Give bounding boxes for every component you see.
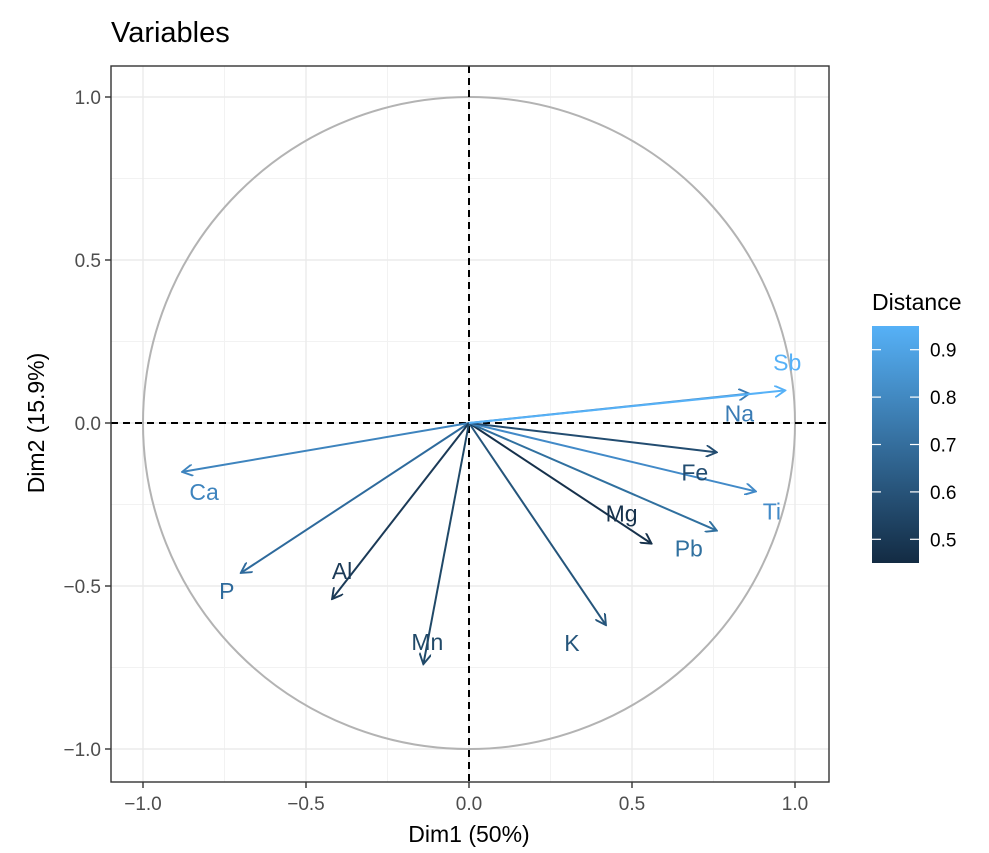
variable-label-fe: Fe: [681, 459, 708, 485]
x-tick-label: −0.5: [287, 794, 325, 815]
variable-label-ti: Ti: [763, 498, 781, 524]
arrow-k: [468, 422, 606, 625]
x-tick-label: 0.0: [456, 794, 482, 815]
arrow-fe: [468, 422, 717, 452]
arrow-ca: [182, 422, 470, 472]
y-tick-label: −1.0: [63, 740, 101, 761]
variable-label-al: Al: [332, 558, 352, 584]
y-axis-title: Dim2 (15.9%): [23, 353, 49, 494]
arrow-al: [332, 422, 470, 599]
panel-border: [110, 65, 830, 783]
y-tick-label: 0.5: [75, 251, 101, 272]
arrow-mg: [468, 422, 652, 544]
variable-label-mn: Mn: [411, 629, 443, 655]
legend-label: 0.9: [930, 341, 956, 362]
y-tick-label: 0.0: [75, 414, 101, 435]
legend-label: 0.8: [930, 388, 956, 409]
legend-label: 0.5: [930, 530, 956, 551]
variable-label-na: Na: [725, 401, 755, 427]
x-tick-label: 0.5: [619, 794, 645, 815]
variable-label-k: K: [564, 630, 580, 656]
variable-label-p: P: [219, 578, 234, 604]
arrow-sb: [468, 390, 785, 424]
variable-label-pb: Pb: [675, 536, 703, 562]
legend-label: 0.7: [930, 436, 956, 457]
plot-panel: Ca P Al Mn K Mg Pb Ti Fe Na Sb −1.0 −0.5 0.0 0.5 1.0 −1.…: [63, 65, 830, 815]
x-tick-label: −1.0: [124, 794, 162, 815]
y-tick-label: 1.0: [75, 88, 101, 109]
x-axis-title: Dim1 (50%): [408, 821, 529, 847]
y-tick-label: −0.5: [63, 577, 101, 598]
arrow-pb: [468, 422, 717, 531]
legend-label: 0.6: [930, 483, 956, 504]
legend-title: Distance: [872, 289, 961, 315]
arrow-ti: [468, 422, 756, 491]
arrow-p: [241, 422, 470, 573]
variable-label-mg: Mg: [606, 501, 638, 527]
chart-title: Variables: [111, 17, 230, 49]
variable-label-ca: Ca: [189, 479, 219, 505]
color-legend: Distance 0.5 0.6 0.7 0.8 0.9: [872, 289, 961, 563]
x-tick-label: 1.0: [782, 794, 808, 815]
variable-label-sb: Sb: [773, 349, 801, 375]
arrow-mn: [423, 422, 470, 664]
